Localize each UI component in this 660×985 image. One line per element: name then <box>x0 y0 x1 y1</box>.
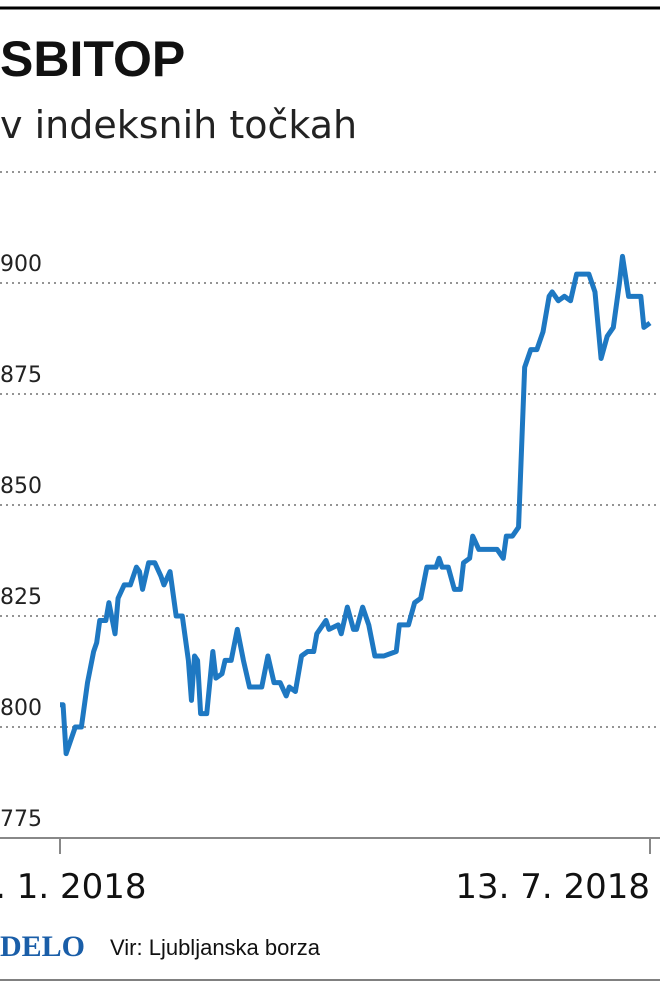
chart-title: SBITOP <box>0 31 185 87</box>
y-tick-label: 825 <box>0 585 42 610</box>
x-tick-label: 13. 7. 2018 <box>455 867 650 907</box>
y-tick-label: 775 <box>0 807 42 832</box>
y-tick-label: 850 <box>0 474 42 499</box>
data-line <box>60 253 652 757</box>
y-tick-label: 800 <box>0 696 42 721</box>
source: Vir: Ljubljanska borza <box>110 935 321 960</box>
y-tick-label: 875 <box>0 363 42 388</box>
chart-subtitle: v indeksnih točkah <box>0 103 357 147</box>
y-tick-label: 900 <box>0 252 42 277</box>
logo: DELO <box>0 930 85 963</box>
x-tick-label: 1. 1. 2018 <box>0 867 147 907</box>
